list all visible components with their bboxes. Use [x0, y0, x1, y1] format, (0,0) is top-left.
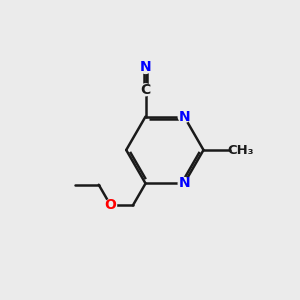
Circle shape	[105, 200, 117, 211]
Circle shape	[140, 84, 152, 96]
Circle shape	[178, 178, 190, 189]
Circle shape	[178, 111, 190, 122]
Text: O: O	[105, 198, 117, 212]
Circle shape	[140, 61, 152, 74]
Text: N: N	[140, 61, 152, 74]
Text: N: N	[178, 176, 190, 190]
Text: N: N	[178, 110, 190, 124]
Text: CH₃: CH₃	[227, 143, 254, 157]
Text: C: C	[140, 83, 151, 97]
